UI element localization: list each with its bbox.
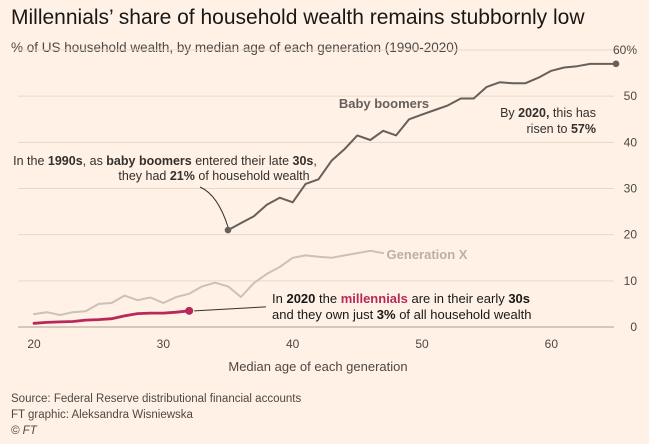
series-line-millennials [32,309,191,325]
annotation-connectors [194,186,267,312]
annotation-millennials-2020-line1: In 2020 the millennials are in their ear… [272,291,530,306]
y-axis-ticks: 0 10 20 30 40 50 60% [613,43,637,334]
marker-millennials-2020 [185,306,194,315]
annotation-segment: By [500,106,518,120]
series-label-baby-boomers: Baby boomers [339,96,429,111]
endpoint-markers [185,60,620,315]
annotation-segment: 30s [293,154,314,168]
x-tick-label: 60 [545,337,559,351]
copyright: © FT [11,425,37,437]
annotation-segment: , as [83,154,107,168]
y-tick-label: 40 [624,135,638,149]
annotation-boomers-1990-line2: they had 21% of household wealth [118,169,309,183]
y-tick-label: 30 [624,182,638,196]
annotation-segment: of household wealth [195,169,310,183]
annotation-segment: of all household wealth [396,307,532,322]
connector-boomers-1990 [199,186,229,228]
annotation-segment: 3% [377,307,396,322]
annotation-segment: In [272,291,286,306]
x-tick-label: 50 [415,337,429,351]
marker-boomers-1990 [224,226,232,234]
annotation-segment: 1990s [48,154,83,168]
annotation-segment: and they own just [272,307,377,322]
y-tick-label: 0 [630,320,637,334]
annotation-segment: 2020, [518,106,549,120]
annotation-segment: millennials [341,291,408,306]
series-line-baby-boomers [227,62,617,232]
annotation-segment: the [315,291,340,306]
chart-title: Millennials’ share of household wealth r… [11,6,585,29]
grid-lines [18,49,614,328]
annotation-boomers-2020-line1: By 2020, this has [500,106,596,120]
series-lines [32,62,617,325]
annotation-segment: In the [13,154,48,168]
annotation-millennials-2020-line2: and they own just 3% of all household we… [272,307,531,322]
annotation-segment: are in their early [408,291,508,306]
annotation-segment: , [313,154,316,168]
annotation-segment: 30s [508,291,530,306]
graphic-credit: FT graphic: Aleksandra Wisniewska [11,409,193,421]
x-tick-label: 30 [157,337,171,351]
annotation-boomers-2020-line2: risen to 57% [527,122,597,136]
annotation-segment: 57% [571,122,596,136]
series-label-generation-x: Generation X [387,247,468,262]
annotation-segment: risen to [527,122,571,136]
annotation-boomers-1990-line1: In the 1990s, as baby boomers entered th… [13,154,317,168]
annotation-segment: 2020 [286,291,315,306]
series-line-generation-x [33,249,385,316]
y-tick-label: 10 [624,274,638,288]
annotation-segment: this has [549,106,596,120]
connector-millennials-2020 [194,306,267,312]
chart-subtitle: % of US household wealth, by median age … [11,40,459,55]
series-labels: Baby boomers Generation X [339,96,468,262]
y-tick-label: 60% [613,43,637,57]
annotation-segment: entered their late [192,154,293,168]
x-tick-label: 20 [27,337,41,351]
annotation-segment: they had [118,169,169,183]
x-axis-ticks: 20 30 40 50 60 [27,337,558,351]
source-note: Source: Federal Reserve distributional f… [11,393,302,405]
annotation-segment: 21% [170,169,195,183]
annotation-segment: baby boomers [106,154,191,168]
marker-boomers-2020 [612,60,620,68]
y-tick-label: 20 [624,228,638,242]
y-tick-label: 50 [624,89,638,103]
x-tick-label: 40 [286,337,300,351]
x-axis-label: Median age of each generation [228,359,407,374]
